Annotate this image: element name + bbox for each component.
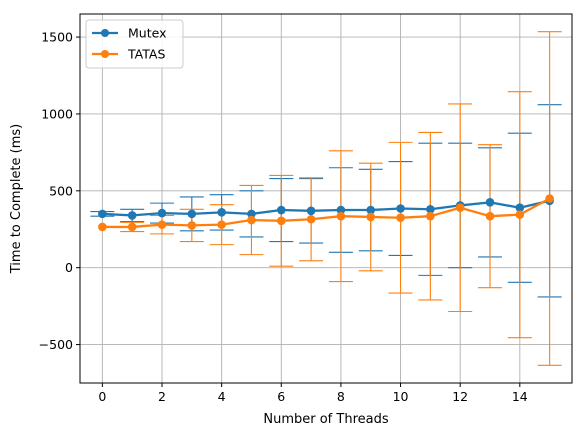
legend: Mutex TATAS: [85, 19, 184, 69]
point-mutex: [306, 206, 316, 216]
legend-label-tatas: TATAS: [127, 47, 165, 62]
x-tick-label: 2: [158, 389, 166, 404]
point-tatas: [455, 203, 465, 213]
legend-label-mutex: Mutex: [128, 26, 166, 41]
point-tatas: [127, 222, 137, 232]
x-tick-label: 8: [337, 389, 345, 404]
point-mutex: [276, 205, 286, 215]
point-mutex: [157, 208, 167, 218]
y-tick-label: 500: [49, 183, 73, 198]
point-mutex: [426, 204, 435, 214]
x-tick-label: 14: [512, 389, 528, 404]
y-tick-label: 1000: [41, 106, 73, 121]
x-tick-label: 10: [393, 389, 409, 404]
point-mutex: [336, 205, 346, 215]
point-mutex: [98, 209, 107, 219]
point-tatas: [157, 220, 167, 229]
point-tatas: [545, 194, 554, 203]
point-tatas: [98, 222, 107, 232]
x-tick-label: 4: [218, 389, 226, 404]
legend-marker-mutex: [101, 29, 109, 37]
series-line-tatas: [102, 197, 551, 229]
point-tatas: [515, 210, 525, 219]
point-mutex: [366, 205, 376, 215]
point-tatas: [187, 221, 197, 230]
series-lines: [98, 194, 554, 232]
plot-frame: [79, 13, 573, 384]
point-tatas: [217, 220, 226, 229]
point-tatas: [306, 214, 316, 224]
x-axis: 0 2 4 6 8 10 12 14: [98, 383, 528, 404]
point-mutex: [127, 211, 137, 220]
point-tatas: [485, 211, 495, 221]
point-tatas: [276, 216, 286, 226]
point-tatas: [247, 215, 256, 225]
x-axis-label: Number of Threads: [263, 412, 388, 427]
y-tick-label: −500: [39, 337, 73, 352]
legend-marker-tatas: [101, 50, 109, 58]
series-line-mutex: [102, 199, 550, 217]
y-tick-label: 1500: [41, 30, 73, 45]
x-tick-label: 6: [277, 389, 285, 404]
x-tick-label: 0: [98, 389, 106, 404]
error-bars: [90, 31, 562, 366]
point-mutex: [515, 203, 525, 213]
point-mutex: [187, 209, 197, 219]
point-tatas: [426, 211, 435, 221]
point-tatas: [336, 211, 346, 221]
point-mutex: [247, 209, 256, 219]
y-axis: −500 0 500 1000 1500: [39, 30, 80, 352]
point-mutex: [217, 208, 226, 217]
x-tick-label: 12: [452, 389, 468, 404]
point-mutex: [485, 198, 495, 207]
y-tick-label: 0: [65, 260, 73, 275]
point-tatas: [396, 213, 405, 223]
point-mutex: [396, 204, 405, 213]
y-axis-label: Time to Complete (ms): [9, 124, 24, 275]
point-tatas: [366, 212, 376, 222]
